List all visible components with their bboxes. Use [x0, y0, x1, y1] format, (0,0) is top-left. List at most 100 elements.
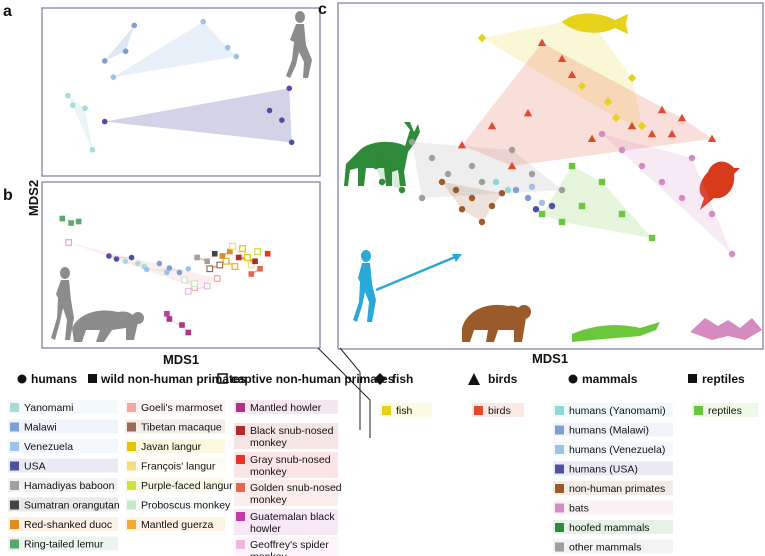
legend-bg — [553, 520, 673, 534]
monkey-silhouette-c — [462, 304, 531, 342]
point-ring-tailed-lemur — [59, 215, 66, 222]
legend-label: Venezuela — [24, 441, 73, 453]
point-ring-tailed-lemur — [68, 220, 74, 226]
legend-label: Black snub-nosed monkey — [250, 425, 334, 449]
legend-swatch — [236, 540, 245, 549]
legend-swatch — [236, 403, 245, 412]
point-malawi — [131, 22, 138, 29]
legend-bg — [472, 403, 524, 417]
legend-item-mantled-guerza: Mantled guerza — [125, 517, 225, 531]
legend-header-birds: birds — [488, 372, 518, 386]
legend-label: reptiles — [708, 405, 742, 417]
hull-usa — [104, 88, 292, 143]
mds2-axis-label: MDS2 — [26, 180, 41, 216]
legend-item-other-mammals: other mammals — [553, 539, 673, 554]
legend-item-guatemalan-black-howler: Guatemalan black howler — [234, 509, 338, 535]
point-fish — [577, 81, 587, 91]
legend-swatch — [10, 481, 19, 490]
point-bats — [678, 194, 686, 202]
legend-item-geoffrey-s-spider-monkey: Geoffrey's spidermonkey — [234, 537, 338, 556]
point-venezuela — [185, 265, 192, 272]
point-ring-tailed-lemur — [75, 218, 82, 225]
legend-item-yanomami: Yanomami — [8, 400, 118, 414]
point-goeli-s-marmoset — [213, 275, 221, 282]
legend-swatch — [127, 403, 136, 412]
legend-item-ring-tailed-lemur: Ring-tailed lemur — [8, 536, 118, 551]
legend-item-sumatran-orangutan: Sumatran orangutan — [8, 497, 120, 512]
legend-bg — [8, 439, 118, 453]
legend-item-venezuela: Venezuela — [8, 439, 118, 453]
point-tibetan-macaque — [216, 261, 224, 269]
point-mantled-howler — [166, 316, 173, 322]
point-hamadiyas-baboon — [194, 254, 200, 261]
point-goeli-s-marmoset — [65, 239, 73, 246]
legend-bg — [125, 419, 225, 434]
arrow-line — [375, 253, 461, 292]
point-hamadiyas-baboon — [204, 258, 210, 265]
point-reptiles — [558, 218, 566, 226]
legend-bg — [553, 461, 673, 476]
point-proboscus-monkey — [181, 276, 188, 284]
legend-item-red-shanked-duoc: Red-shanked duoc — [8, 517, 118, 531]
legend-item-hoofed-mammals: hoofed mammals — [553, 520, 673, 534]
legend-bg — [380, 403, 432, 417]
point-bats — [638, 162, 646, 170]
legend-swatch — [555, 464, 564, 474]
bird-silhouette — [699, 161, 740, 210]
point-yanomami — [122, 258, 129, 265]
fish-diamond-icon — [374, 373, 386, 385]
legend-item-fish: fish — [380, 403, 432, 417]
point-other-mammals — [408, 138, 416, 146]
point-usa — [101, 118, 108, 125]
hull-usa — [108, 256, 132, 259]
point-fish — [637, 121, 647, 131]
legend-label: Malawi — [24, 422, 57, 434]
point-reptiles — [578, 202, 586, 210]
panel-a-label: a — [3, 3, 12, 20]
legend-swatch — [127, 422, 136, 432]
point-hoofed-mammals — [378, 178, 386, 186]
hull-mantled-howler — [169, 319, 189, 333]
human-runner-silhouette-c — [353, 250, 376, 322]
legend-item-humans-malawi: humans (Malawi) — [553, 422, 673, 437]
legend-bg — [8, 458, 118, 473]
legend-swatch — [555, 542, 564, 552]
point-venezuela — [233, 53, 240, 60]
legend-label: hoofed mammals — [569, 522, 650, 534]
legend-swatch — [382, 406, 391, 415]
legend-item-purple-faced-langur: Purple-faced langur — [125, 478, 233, 492]
legend-bg — [553, 539, 673, 554]
point-mantled-howler — [185, 329, 192, 336]
point-humans-malawi — [512, 186, 520, 194]
point-birds — [667, 129, 677, 138]
hull-other-mammals — [412, 142, 562, 198]
point-other-mammals — [418, 194, 426, 202]
point-humans-venezuela — [528, 183, 536, 190]
legend-bg — [125, 497, 225, 512]
bat-silhouette — [690, 318, 762, 340]
point-non-human-primates — [438, 178, 446, 186]
legend-bg — [8, 400, 118, 414]
point-usa — [288, 139, 295, 146]
legend-header-wild: wild non-human primates — [100, 372, 247, 386]
hull-hoofed-mammals — [368, 150, 402, 190]
hull-reptiles — [542, 166, 652, 238]
legend-item-bats: bats — [553, 500, 673, 515]
legend-item-hamadiyas-baboon: Hamadiyas baboon — [8, 478, 118, 492]
legend-label: Yanomami — [24, 402, 73, 414]
point-venezuela — [200, 18, 206, 25]
legend-bg — [8, 419, 118, 434]
legend-swatch — [555, 445, 564, 454]
legend-swatch — [127, 500, 136, 510]
legend-swatch — [236, 512, 245, 521]
connector-line-c — [339, 347, 361, 430]
point-francois-langur — [247, 261, 255, 269]
legend-label: Sumatran orangutan — [24, 500, 120, 512]
point-golden-snub-nosed-monkey — [257, 265, 263, 272]
legend-swatch — [10, 539, 19, 549]
legend-entries: Yanomami Malawi Venezuela USA Hamadiyas babo… — [8, 400, 758, 556]
hull-fish — [482, 17, 642, 127]
point-birds — [487, 121, 497, 130]
legend-item-humans-venezuela: humans (Venezuela) — [553, 442, 673, 456]
point-fish — [611, 113, 621, 123]
